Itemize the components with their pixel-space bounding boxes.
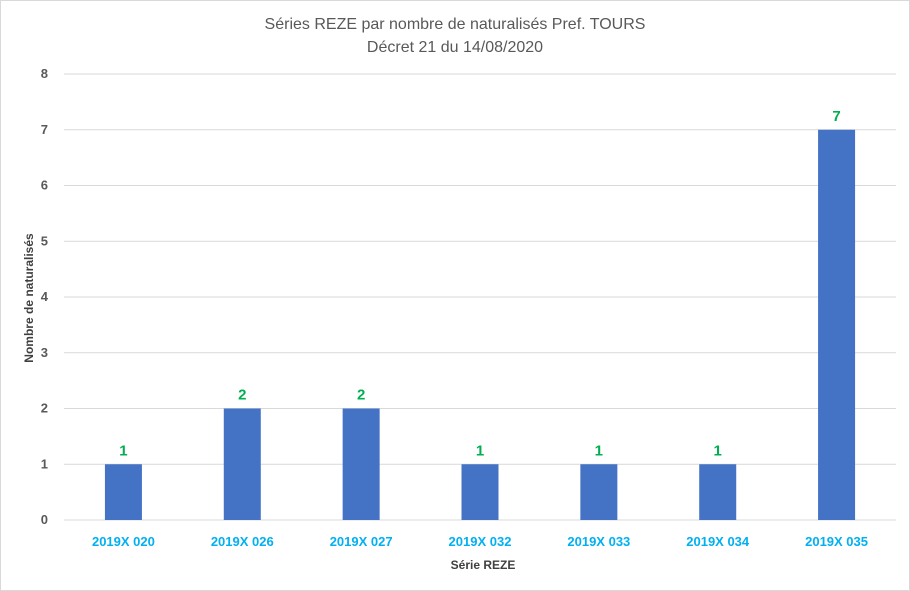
bar bbox=[818, 129, 856, 520]
bar bbox=[223, 408, 261, 520]
y-axis-ticks: 0 1 2 3 4 5 6 7 8 bbox=[41, 66, 49, 527]
gridlines bbox=[64, 73, 896, 521]
x-tick-label: 2019X 035 bbox=[805, 534, 868, 549]
y-tick-label: 4 bbox=[41, 289, 49, 304]
data-label: 2 bbox=[238, 387, 246, 404]
y-tick-label: 5 bbox=[41, 233, 48, 248]
y-tick-label: 2 bbox=[41, 401, 48, 416]
bar bbox=[580, 464, 618, 520]
x-axis-title: Série REZE bbox=[451, 558, 516, 572]
y-tick-label: 3 bbox=[41, 345, 48, 360]
x-tick-label: 2019X 027 bbox=[330, 534, 393, 549]
data-label: 2 bbox=[357, 387, 365, 404]
x-tick-label: 2019X 033 bbox=[567, 534, 630, 549]
chart-subtitle: Décret 21 du 14/08/2020 bbox=[367, 39, 543, 56]
x-axis-ticks: 2019X 020 2019X 026 2019X 027 2019X 032 2019… bbox=[92, 534, 868, 549]
y-axis-title: Nombre de naturalisés bbox=[22, 233, 36, 363]
bar bbox=[104, 464, 142, 520]
data-labels: 1 2 2 1 1 1 7 bbox=[119, 108, 840, 460]
bar bbox=[342, 408, 380, 520]
data-label: 1 bbox=[595, 442, 603, 459]
chart-title: Séries REZE par nombre de naturalisés Pr… bbox=[265, 16, 646, 33]
y-tick-label: 0 bbox=[41, 512, 48, 527]
y-tick-label: 1 bbox=[41, 456, 48, 471]
bars bbox=[104, 129, 856, 520]
y-tick-label: 8 bbox=[41, 66, 48, 81]
x-tick-label: 2019X 020 bbox=[92, 534, 155, 549]
x-tick-label: 2019X 032 bbox=[449, 534, 512, 549]
data-label: 1 bbox=[714, 442, 722, 459]
data-label: 1 bbox=[476, 442, 484, 459]
bar bbox=[461, 464, 499, 520]
y-tick-label: 7 bbox=[41, 122, 48, 137]
data-label: 7 bbox=[832, 108, 840, 125]
x-tick-label: 2019X 026 bbox=[211, 534, 274, 549]
data-label: 1 bbox=[119, 442, 127, 459]
y-tick-label: 6 bbox=[41, 178, 48, 193]
bar bbox=[699, 464, 737, 520]
x-tick-label: 2019X 034 bbox=[686, 534, 750, 549]
